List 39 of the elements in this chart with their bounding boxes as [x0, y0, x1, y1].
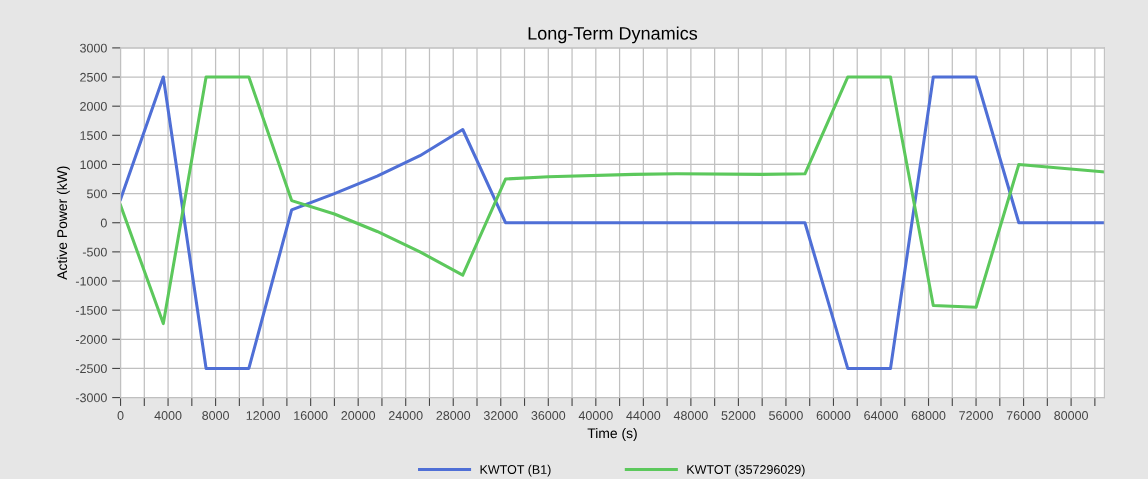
y-tick-label: -500	[82, 247, 107, 257]
x-tick-label: 48000	[673, 411, 708, 420]
x-tick-label: 56000	[769, 411, 803, 420]
x-tick-label: 32000	[483, 411, 518, 420]
x-tick-label: 0	[117, 411, 124, 420]
x-tick-label: 76000	[1006, 411, 1041, 420]
x-tick-label: 80000	[1054, 411, 1088, 420]
y-axis-title: Active Power (kW)	[56, 166, 70, 280]
y-tick-label: -1000	[75, 276, 107, 286]
x-tick-label: 52000	[721, 411, 756, 420]
y-tick-label: -3000	[75, 393, 107, 403]
x-tick-label: 12000	[246, 411, 281, 420]
x-tick-label: 36000	[531, 411, 566, 420]
y-tick-label: 1500	[80, 131, 107, 140]
x-tick-label: 44000	[626, 411, 661, 420]
legend-label: KWTOT (357296029)	[687, 464, 805, 477]
y-tick-label: 3000	[80, 43, 107, 53]
y-tick-label: -1500	[75, 305, 107, 315]
x-tick-label: 16000	[294, 411, 328, 420]
x-axis-title: Time (s)	[587, 427, 637, 441]
x-tick-label: 24000	[388, 411, 423, 420]
x-tick-label: 60000	[816, 411, 851, 420]
y-tick-label: -2500	[75, 364, 107, 374]
y-tick-label: 0	[100, 218, 107, 228]
x-tick-label: 40000	[578, 411, 613, 420]
y-tick-label: 500	[86, 189, 107, 199]
x-tick-label: 28000	[436, 411, 471, 420]
y-tick-label: 1000	[80, 160, 107, 170]
legend-label: KWTOT (B1)	[480, 464, 551, 477]
x-tick-label: 68000	[911, 411, 946, 420]
y-tick-label: 2000	[80, 101, 107, 111]
x-tick-label: 72000	[959, 411, 993, 420]
y-tick-label: 2500	[80, 72, 107, 82]
y-tick-label: -2000	[75, 335, 107, 344]
chart-title: Long-Term Dynamics	[528, 26, 698, 44]
x-tick-label: 4000	[154, 411, 182, 420]
x-tick-label: 8000	[202, 411, 230, 420]
x-tick-label: 20000	[341, 411, 376, 420]
x-tick-label: 64000	[864, 411, 898, 420]
